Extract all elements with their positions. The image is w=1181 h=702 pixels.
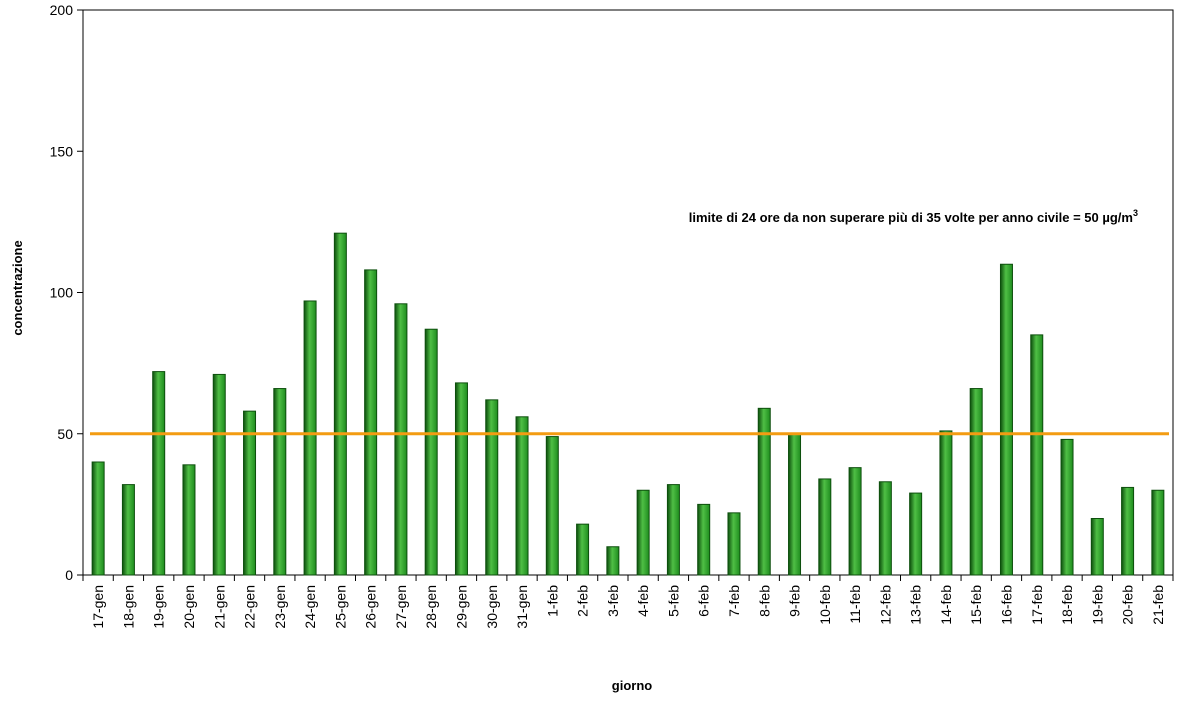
bar — [636, 489, 650, 576]
x-tick-label: 22-gen — [242, 585, 258, 629]
x-tick-label: 10-feb — [817, 585, 833, 625]
bar — [91, 461, 105, 576]
x-tick-label: 16-feb — [998, 585, 1014, 625]
y-tick-label: 100 — [50, 285, 74, 301]
bar — [788, 433, 802, 576]
bar — [485, 399, 499, 576]
x-tick-label: 25-gen — [332, 585, 348, 629]
y-tick-label: 0 — [65, 567, 73, 583]
bar — [969, 388, 983, 576]
y-tick-label: 50 — [57, 426, 73, 442]
bar — [545, 436, 559, 576]
bar — [727, 512, 741, 576]
x-axis-title: giorno — [612, 678, 652, 693]
x-tick-label: 13-feb — [908, 585, 924, 625]
x-tick-label: 17-feb — [1029, 585, 1045, 625]
y-tick-label: 200 — [50, 2, 74, 18]
x-tick-label: 18-feb — [1059, 585, 1075, 625]
bar — [515, 416, 529, 576]
bar — [818, 478, 832, 576]
bar — [182, 464, 196, 576]
x-tick-label: 17-gen — [90, 585, 106, 629]
x-tick-label: 21-gen — [211, 585, 227, 629]
x-tick-label: 20-gen — [181, 585, 197, 629]
x-tick-label: 30-gen — [484, 585, 500, 629]
bar — [424, 328, 438, 576]
x-tick-label: 7-feb — [726, 585, 742, 617]
threshold-annotation-text: limite di 24 ore da non superare più di … — [689, 210, 1133, 225]
x-tick-label: 8-feb — [756, 585, 772, 617]
bar — [848, 467, 862, 576]
bar — [364, 269, 378, 576]
x-tick-label: 3-feb — [605, 585, 621, 617]
bar — [454, 382, 468, 576]
threshold-annotation: limite di 24 ore da non superare più di … — [689, 208, 1138, 225]
x-tick-label: 20-feb — [1120, 585, 1136, 625]
x-tick-label: 31-gen — [514, 585, 530, 629]
x-tick-label: 21-feb — [1150, 585, 1166, 625]
bar — [243, 410, 257, 576]
bar — [939, 430, 953, 576]
x-tick-label: 19-gen — [151, 585, 167, 629]
bar — [999, 263, 1013, 576]
x-tick-label: 11-feb — [847, 585, 863, 624]
x-tick-label: 14-feb — [938, 585, 954, 625]
bar — [303, 300, 317, 576]
bar — [909, 492, 923, 576]
y-tick-label: 150 — [50, 143, 74, 159]
bar — [757, 407, 771, 576]
x-tick-label: 2-feb — [575, 585, 591, 617]
x-tick-label: 19-feb — [1089, 585, 1105, 625]
bar — [1090, 518, 1104, 576]
plot-area: 0 50 100 150 200 17-gen 18-gen 19-gen 20-gen 21-g… — [50, 2, 1174, 629]
x-tick-label: 24-gen — [302, 585, 318, 629]
x-tick-label: 6-feb — [696, 585, 712, 617]
bar — [394, 303, 408, 576]
x-tick-label: 12-feb — [877, 585, 893, 625]
y-axis-title: concentrazione — [10, 240, 25, 335]
bar — [1060, 438, 1074, 576]
bar — [1030, 334, 1044, 576]
bar — [273, 388, 287, 576]
x-tick-label: 5-feb — [665, 585, 681, 617]
bar — [697, 503, 711, 576]
bar — [878, 481, 892, 576]
x-tick-label: 1-feb — [544, 585, 560, 617]
x-tick-label: 27-gen — [393, 585, 409, 629]
x-tick-label: 9-feb — [787, 585, 803, 617]
x-tick-label: 18-gen — [120, 585, 136, 629]
bar — [666, 484, 680, 576]
x-tick-label: 4-feb — [635, 585, 651, 617]
x-tick-label: 23-gen — [272, 585, 288, 629]
bar — [121, 484, 135, 576]
bar — [576, 523, 590, 576]
x-tick-label: 28-gen — [423, 585, 439, 629]
bar — [212, 373, 226, 576]
bar — [1151, 489, 1165, 576]
bar — [1121, 486, 1135, 576]
bar — [606, 546, 620, 576]
bar — [152, 371, 166, 576]
x-tick-label: 29-gen — [453, 585, 469, 629]
x-tick-label: 15-feb — [968, 585, 984, 625]
threshold-annotation-superscript: 3 — [1133, 208, 1138, 218]
x-tick-label: 26-gen — [363, 585, 379, 629]
bar — [333, 232, 347, 576]
